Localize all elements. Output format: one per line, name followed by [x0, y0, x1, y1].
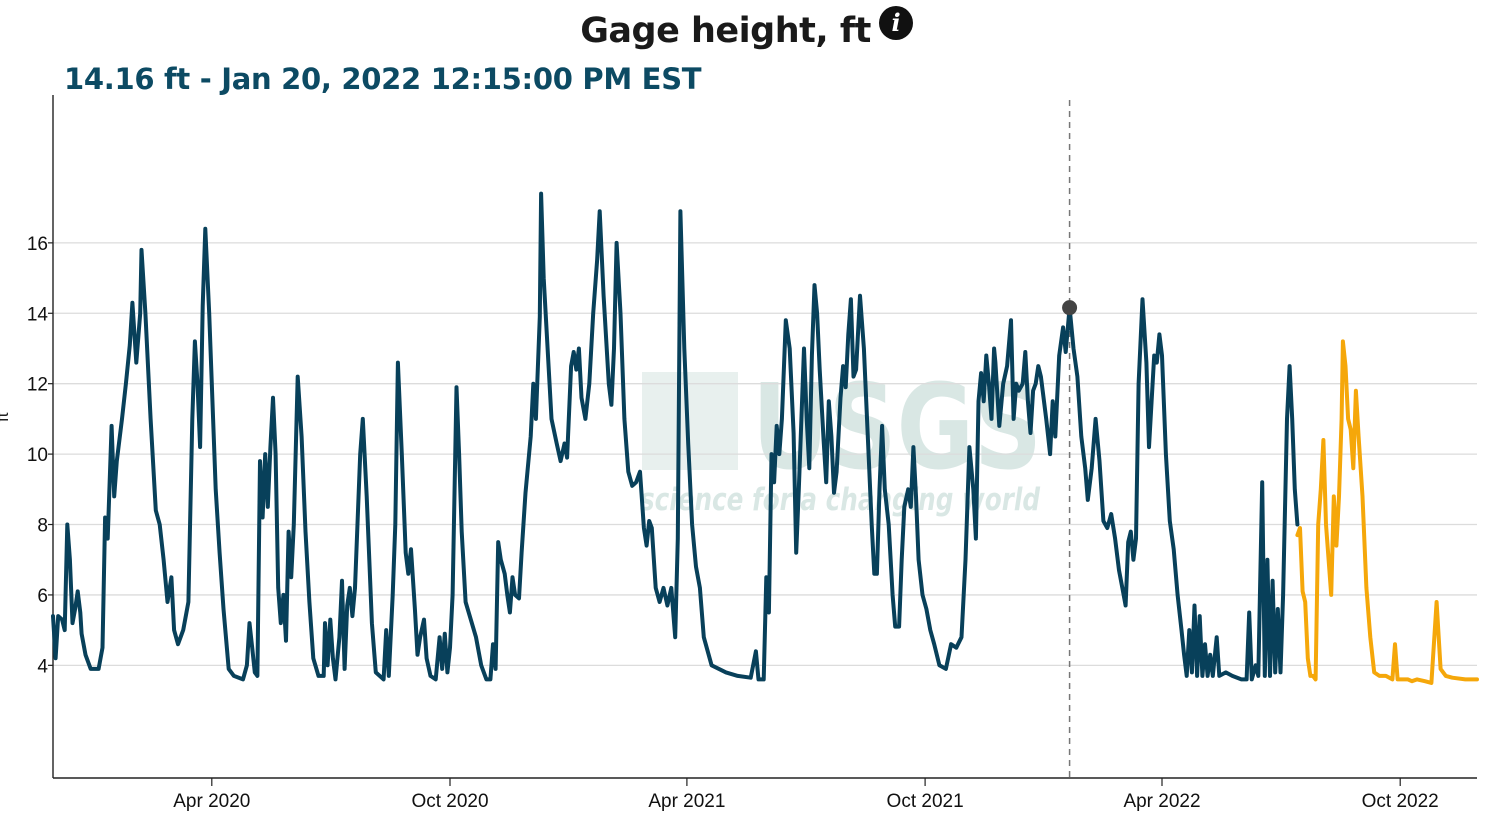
x-tick-label: Oct 2022 — [1362, 791, 1439, 812]
chart-title-text: Gage height, ft — [580, 11, 871, 51]
x-axis-ticks: Apr 2020 Oct 2020 Apr 2021 Oct 2021 Apr 2022… — [173, 778, 1439, 812]
chart-title: Gage height, ft i — [0, 6, 1493, 51]
y-axis-label-fragment: ft — [0, 412, 12, 422]
axes — [52, 95, 1477, 779]
y-gridlines — [53, 242, 1477, 666]
x-tick-label: Oct 2021 — [887, 791, 964, 812]
cursor-point — [1062, 300, 1078, 316]
y-tick-label: 8 — [37, 516, 48, 537]
series-layer — [51, 191, 1479, 685]
x-tick-label: Apr 2021 — [648, 791, 725, 812]
x-tick-label: Oct 2020 — [411, 791, 488, 812]
usgs-tagline: science for a changing world — [640, 482, 1041, 518]
y-tick-label: 10 — [27, 445, 48, 466]
y-tick-label: 14 — [27, 304, 49, 325]
cursor-readout: 14.16 ft - Jan 20, 2022 12:15:00 PM EST — [64, 62, 702, 96]
x-tick-label: Apr 2022 — [1123, 791, 1200, 812]
x-tick-label: Apr 2020 — [173, 791, 250, 812]
series-line-provisional — [1295, 339, 1479, 685]
info-icon[interactable]: i — [878, 6, 913, 40]
y-tick-label: 4 — [37, 656, 48, 677]
series-line-approved — [51, 191, 1300, 682]
y-tick-label: 16 — [27, 234, 48, 255]
y-tick-label: 6 — [37, 586, 48, 607]
y-tick-label: 12 — [27, 375, 48, 396]
y-axis-ticks: 4 6 8 10 12 14 16 — [27, 234, 53, 677]
